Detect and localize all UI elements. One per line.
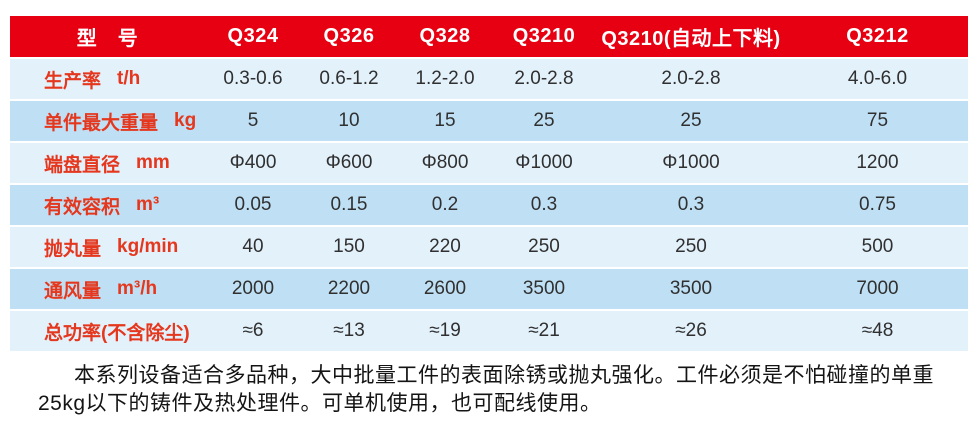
row-label: 总功率(不含除尘) [10,311,205,351]
table-row-total-power: 总功率(不含除尘) ≈6 ≈13 ≈19 ≈21 ≈26 ≈48 [10,311,968,351]
row-label: 端盘直径 mm [10,143,205,183]
table-cell: 150 [333,236,365,257]
table-cell: 500 [861,236,894,257]
table-row-end-disk-diameter: 端盘直径 mm Φ400 Φ600 Φ800 Φ1000 Φ1000 1200 [10,143,968,183]
row-label-unit: t/h [117,68,141,89]
table-cell: 5 [247,110,259,131]
table-row-max-piece-weight: 单件最大重量 kg 5 10 15 25 25 75 [10,101,968,141]
row-label-name: 抛丸量 [44,238,102,260]
row-label-name: 生产率 [44,70,102,92]
table-cell: ≈19 [429,320,461,341]
table-cell: Φ400 [229,152,277,173]
table-cell: 250 [675,236,707,257]
table-cell: 0.2 [431,194,459,215]
row-label: 单件最大重量 kg [10,101,205,141]
table-cell: 1200 [856,152,899,173]
header-model-q3210: Q3210 [512,25,576,47]
table-row-effective-volume: 有效容积 m³ 0.05 0.15 0.2 0.3 0.3 0.75 [10,185,968,225]
table-cell: 2.0-2.8 [661,68,721,89]
description-paragraph: 本系列设备适合多品种，大中批量工件的表面除锈或抛丸强化。工件必须是不怕碰撞的单重… [38,362,950,418]
table-cell: ≈13 [333,320,365,341]
table-cell: 0.3 [677,194,705,215]
table-cell: 0.3 [530,194,558,215]
table-cell: 0.6-1.2 [319,68,379,89]
table-cell: Φ800 [421,152,469,173]
table-cell: 75 [866,110,889,131]
table-cell: Φ1000 [662,152,720,173]
header-model-q3212: Q3212 [846,25,909,47]
table-cell: 0.15 [330,194,368,215]
description-line-1: 本系列设备适合多品种，大中批量工件的表面除锈或抛丸强化。工件必须是不怕碰撞的单重 [74,364,934,387]
row-label-name: 有效容积 [44,196,121,218]
table-cell: 0.3-0.6 [223,68,283,89]
table-row-production-rate: 生产率 t/h 0.3-0.6 0.6-1.2 1.2-2.0 2.0-2.8 … [10,59,968,99]
table-cell: 0.05 [234,194,272,215]
row-label-unit: m³/h [117,278,158,299]
header-model-label: 型 号 [76,28,139,50]
description-line-2: 25kg以下的铸件及热处理件。可单机使用，也可配线使用。 [38,392,602,415]
table-cell: 2600 [423,278,467,299]
table-row-shot-flow: 抛丸量 kg/min 40 150 220 250 250 500 [10,227,968,267]
spec-table: 型 号 Q324 Q326 Q328 Q3210 Q3210(自动上下料) Q3… [10,16,968,353]
table-cell: 3500 [522,278,566,299]
row-label-name: 单件最大重量 [44,112,159,134]
table-cell: Φ1000 [515,152,573,173]
row-label-unit: mm [136,152,170,173]
row-label: 生产率 t/h [10,59,205,99]
header-model-q3210-auto: Q3210(自动上下料) [601,28,781,50]
table-cell: ≈48 [861,320,894,341]
table-cell: Φ600 [325,152,373,173]
header-model-q328: Q328 [419,25,471,47]
table-header-row: 型 号 Q324 Q326 Q328 Q3210 Q3210(自动上下料) Q3… [10,16,968,57]
table-cell: 1.2-2.0 [415,68,475,89]
row-label-name: 通风量 [44,280,102,302]
row-label-unit: kg [174,110,197,131]
table-cell: 250 [528,236,560,257]
table-cell: 40 [242,236,264,257]
header-model-q324: Q324 [227,25,279,47]
table-cell: 15 [434,110,456,131]
table-cell: 4.0-6.0 [847,68,908,89]
table-cell: 2000 [231,278,275,299]
table-cell: 2.0-2.8 [514,68,574,89]
row-label-unit: kg/min [117,236,179,257]
table-row-ventilation: 通风量 m³/h 2000 2200 2600 3500 3500 7000 [10,269,968,309]
row-label-unit: m³ [136,194,160,215]
table-cell: ≈21 [528,320,560,341]
table-cell: 3500 [669,278,713,299]
table-cell: 7000 [856,278,899,299]
header-model-q326: Q326 [323,25,375,47]
row-label: 通风量 m³/h [10,269,205,309]
table-cell: 0.75 [859,194,896,215]
table-cell: 10 [338,110,360,131]
table-cell: ≈26 [675,320,707,341]
table-cell: ≈6 [242,320,264,341]
table-cell: 25 [533,110,555,131]
row-label-name: 端盘直径 [44,154,121,176]
table-cell: 25 [680,110,702,131]
row-label: 抛丸量 kg/min [10,227,205,267]
table-cell: 220 [429,236,461,257]
row-label-name: 总功率(不含除尘) [44,322,190,344]
row-label: 有效容积 m³ [10,185,205,225]
table-cell: 2200 [327,278,371,299]
